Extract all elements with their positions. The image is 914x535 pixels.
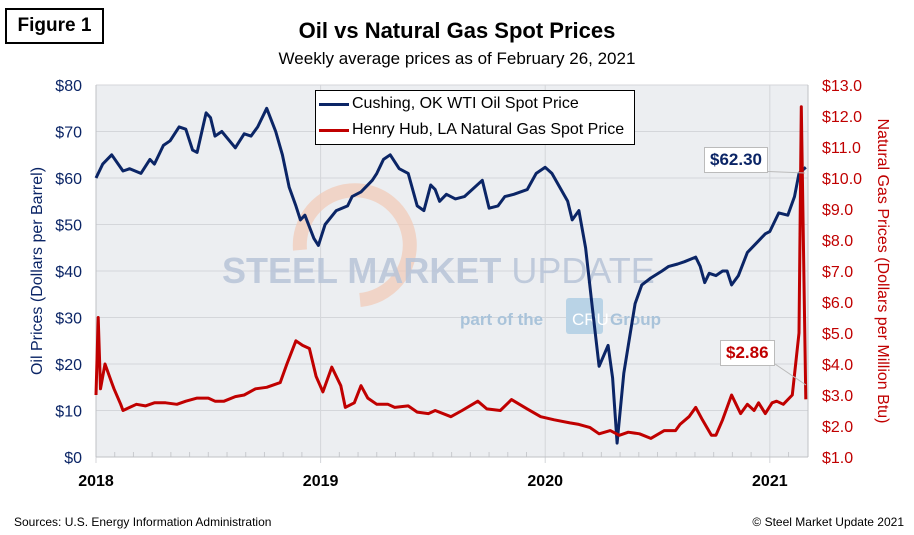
chart-title: Oil vs Natural Gas Spot Prices (298, 18, 616, 43)
legend-label-gas: Henry Hub, LA Natural Gas Spot Price (352, 121, 625, 138)
x-tick-label: 2019 (303, 473, 339, 490)
y2-tick-label: $5.0 (822, 326, 853, 343)
figure-label: Figure 1 (5, 8, 104, 44)
y2-axis-label: Natural Gas Prices (Dollars per Million … (874, 119, 891, 424)
svg-text:STEEL MARKET UPDATE: STEEL MARKET UPDATE (222, 250, 655, 291)
sources-note: Sources: U.S. Energy Information Adminis… (14, 515, 272, 529)
y2-tick-label: $3.0 (822, 388, 853, 405)
x-tick-label: 2020 (527, 473, 563, 490)
y-tick-label: $60 (55, 171, 82, 188)
svg-text:CRU: CRU (572, 310, 609, 329)
y2-tick-label: $1.0 (822, 450, 853, 467)
y2-tick-label: $2.0 (822, 419, 853, 436)
copyright-note: © Steel Market Update 2021 (752, 515, 904, 529)
y-tick-label: $30 (55, 311, 82, 328)
y-tick-label: $10 (55, 404, 82, 421)
y-tick-label: $40 (55, 264, 82, 281)
legend-swatch-gas (319, 128, 349, 132)
legend-swatch-oil (319, 102, 349, 106)
y-tick-label: $80 (55, 78, 82, 95)
gas-price-line (94, 105, 808, 440)
y2-tick-label: $4.0 (822, 357, 853, 374)
y2-tick-label: $6.0 (822, 295, 853, 312)
y2-tick-label: $11.0 (822, 140, 861, 157)
gas-last-value-label: $2.86 (720, 340, 775, 366)
legend-item-oil: Cushing, OK WTI Oil Spot Price (316, 91, 634, 117)
svg-text:Group: Group (610, 310, 661, 329)
y2-tick-label: $8.0 (822, 233, 853, 250)
y-tick-label: $50 (55, 218, 82, 235)
y2-tick-label: $7.0 (822, 264, 853, 281)
y2-tick-label: $9.0 (822, 202, 853, 219)
x-tick-label: 2021 (752, 473, 788, 490)
legend-label-oil: Cushing, OK WTI Oil Spot Price (352, 95, 579, 112)
oil-last-value-label: $62.30 (704, 147, 768, 173)
legend-item-gas: Henry Hub, LA Natural Gas Spot Price (316, 117, 634, 143)
y2-tick-label: $13.0 (822, 78, 862, 95)
y-tick-label: $20 (55, 357, 82, 374)
watermark-logo: STEEL MARKET UPDATE part of the CRU Grou… (222, 183, 661, 334)
y-axis-label: Oil Prices (Dollars per Barrel) (29, 167, 46, 375)
svg-text:part of the: part of the (460, 310, 543, 329)
y-tick-label: $70 (55, 125, 82, 142)
y2-tick-label: $12.0 (822, 109, 862, 126)
legend: Cushing, OK WTI Oil Spot Price Henry Hub… (315, 90, 635, 145)
y2-tick-label: $10.0 (822, 171, 862, 188)
chart-subtitle: Weekly average prices as of February 26,… (278, 49, 636, 68)
x-tick-label: 2018 (78, 473, 114, 490)
y-tick-label: $0 (64, 450, 82, 467)
gas-callout-leader (771, 361, 807, 386)
